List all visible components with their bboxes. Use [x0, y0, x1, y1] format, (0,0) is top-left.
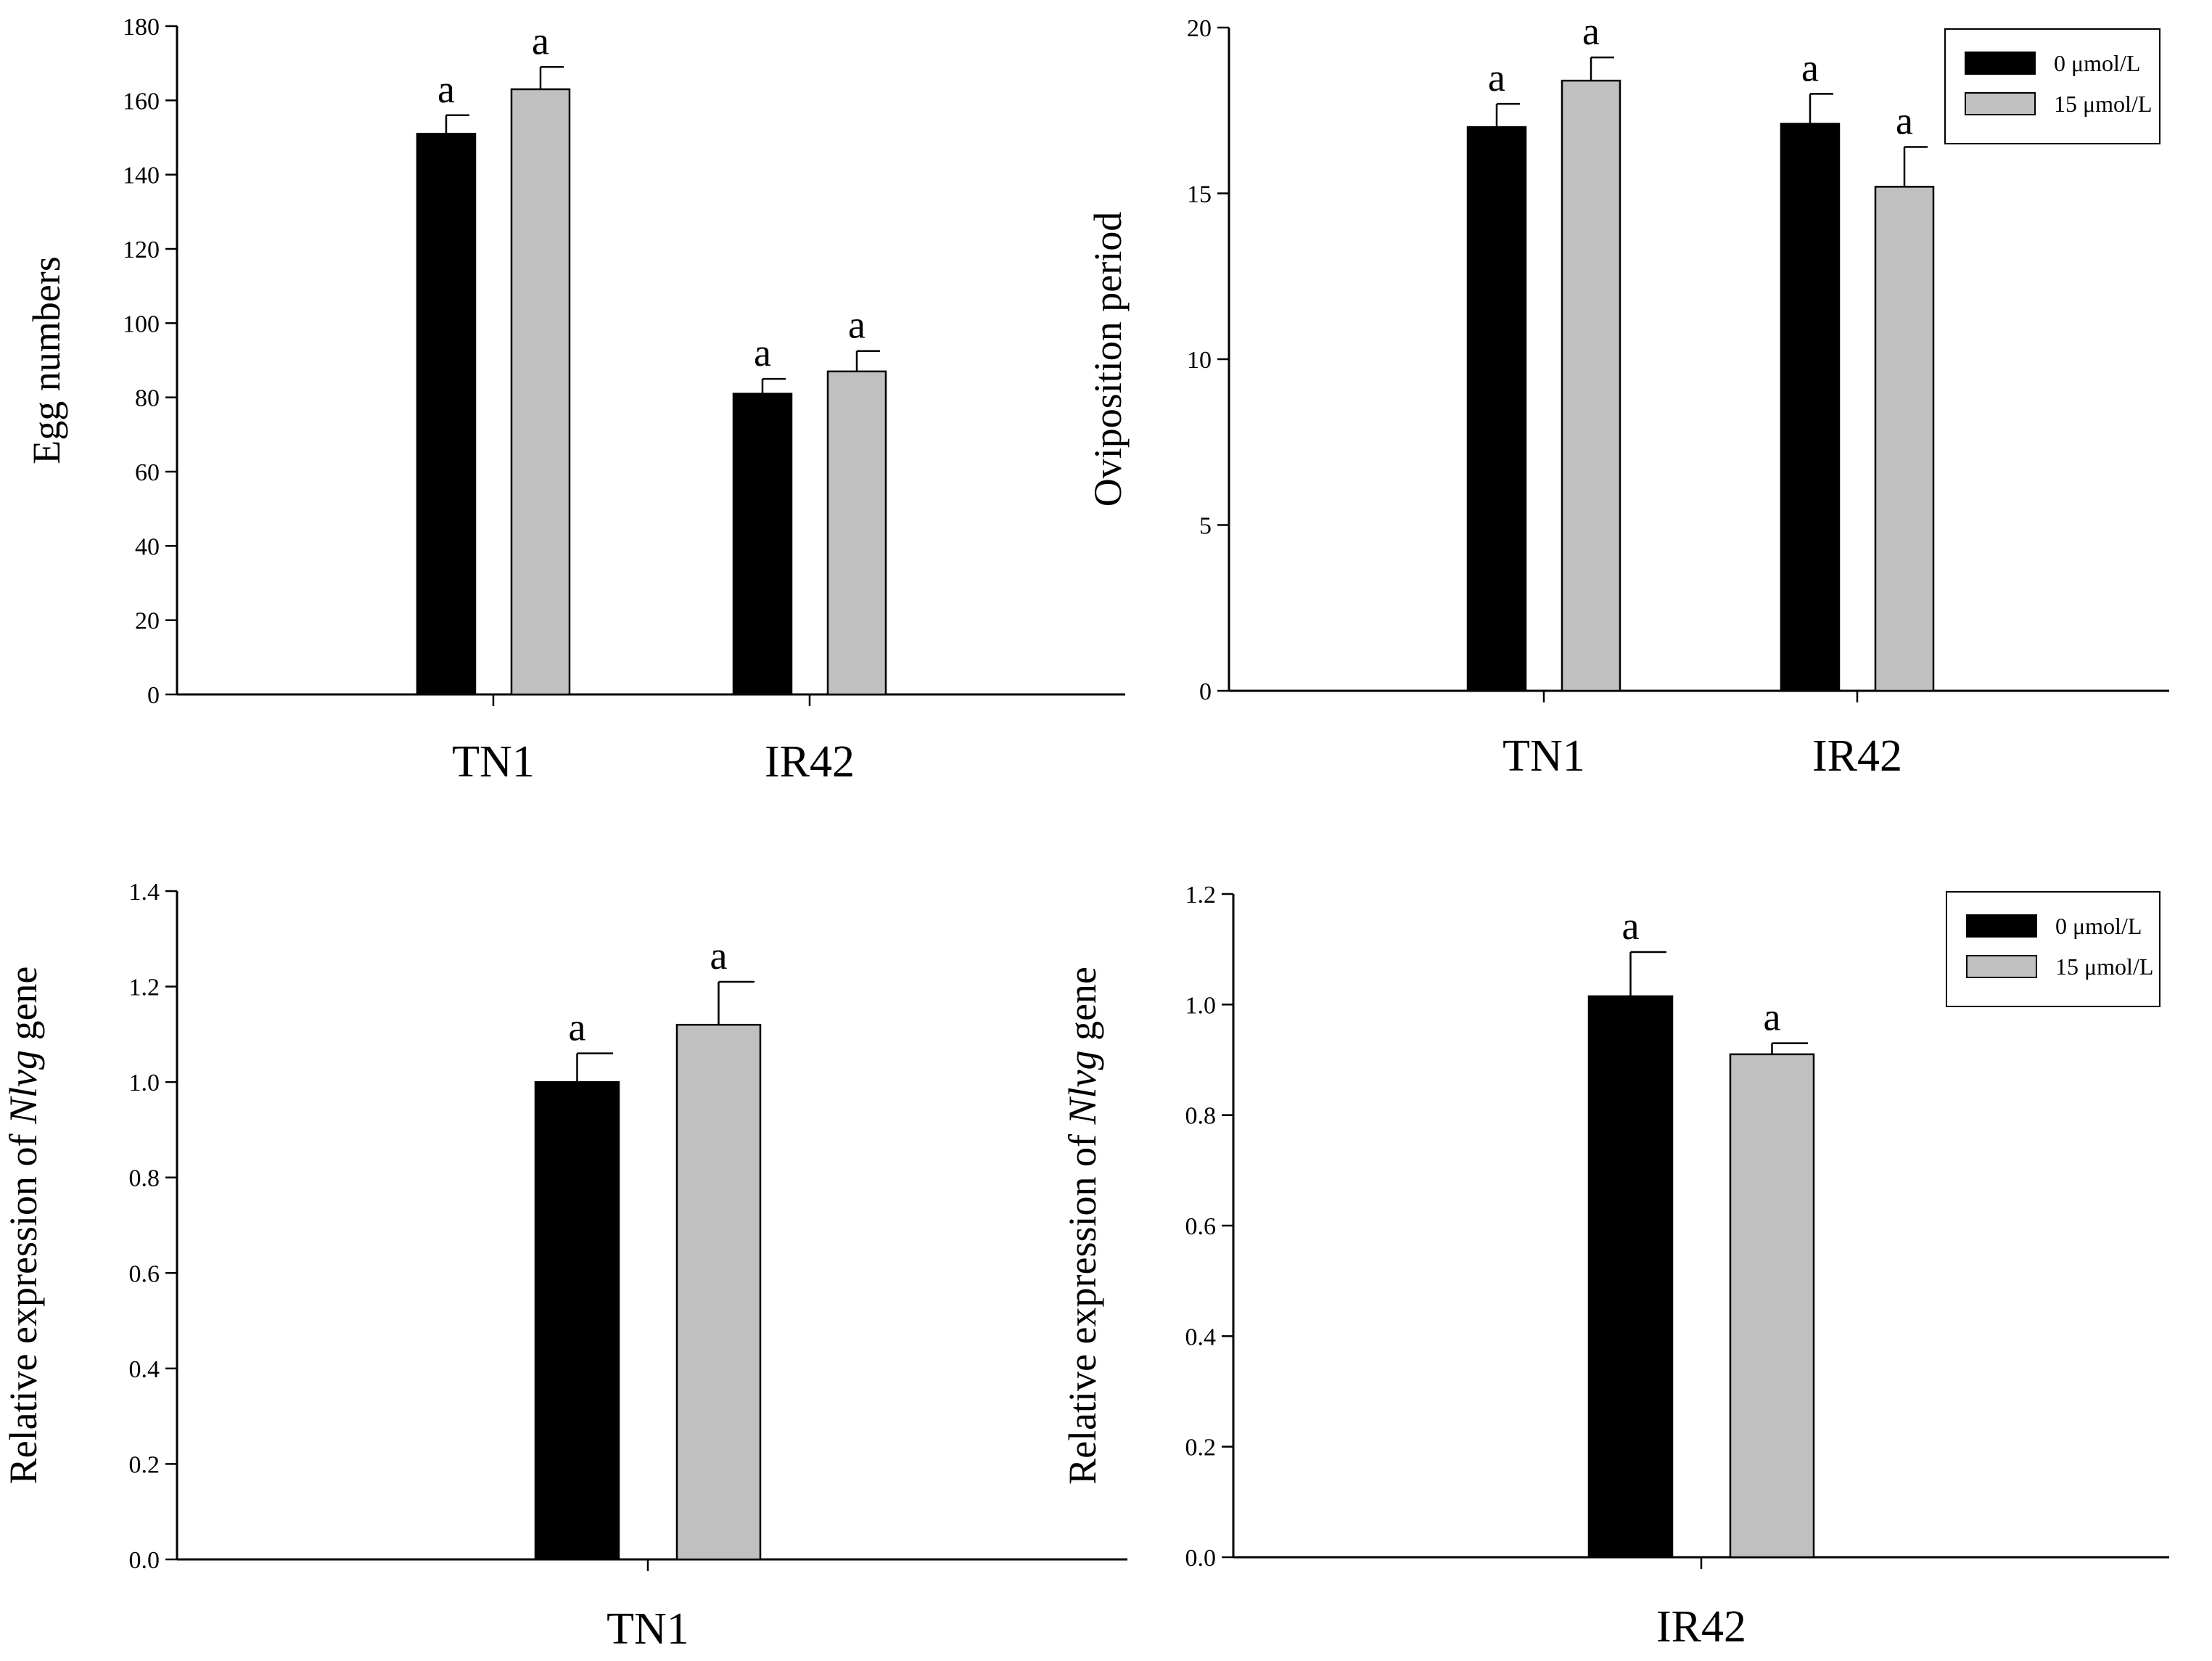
y-tick-label: 60: [135, 459, 160, 486]
y-tick-label: 0.0: [1185, 1545, 1217, 1572]
significance-label: a: [1622, 904, 1640, 948]
category-label: TN1: [1502, 731, 1585, 781]
y-axis-title-part: Nlvg: [1, 1050, 45, 1125]
y-tick-label: 1.0: [129, 1070, 160, 1096]
legend: 0 μmol/L 15 μmol/L: [1946, 891, 2160, 1007]
y-axis-title: Egg numbers: [25, 256, 68, 464]
significance-label: a: [1801, 46, 1819, 89]
y-tick-label: 40: [135, 533, 160, 560]
y-axis-title-part: Relative expression of: [1061, 1125, 1104, 1485]
y-tick-label: 0.4: [129, 1356, 160, 1383]
bar: [416, 133, 477, 696]
legend-label: 15 μmol/L: [2054, 91, 2152, 117]
y-tick-label: 1.2: [1185, 882, 1217, 909]
bar: [1874, 186, 1935, 692]
y-tick-label: 20: [135, 608, 160, 635]
y-tick-label: 0.4: [1185, 1324, 1217, 1350]
y-tick-label: 0.6: [1185, 1213, 1217, 1240]
y-tick-label: 20: [1187, 15, 1212, 42]
legend-swatch: [1965, 92, 2036, 115]
bar: [534, 1080, 620, 1561]
bar: [675, 1023, 762, 1561]
y-tick-label: 15: [1187, 181, 1212, 208]
significance-label: a: [1488, 56, 1505, 99]
bar: [1729, 1053, 1815, 1559]
y-tick-label: 1.0: [1185, 992, 1217, 1019]
significance-label: a: [754, 331, 771, 374]
bar: [1780, 123, 1841, 692]
y-tick-label: 0.2: [1185, 1435, 1217, 1461]
ir42-expression-chart: 0.0 0.2 0.4 0.6 0.8 1.0 1.2 Relative expression…: [1061, 882, 2169, 1652]
y-tick-label: 80: [135, 385, 160, 412]
bar: [1561, 79, 1621, 692]
y-axis-title-part: Nlvg: [1061, 1051, 1104, 1125]
y-tick-label: 10: [1187, 347, 1212, 374]
y-tick-label: 140: [123, 163, 160, 189]
y-tick-label: 0.0: [129, 1547, 160, 1574]
y-tick-label: 0.8: [129, 1165, 160, 1192]
y-tick-label: 5: [1199, 513, 1212, 540]
legend-swatch: [1965, 52, 2036, 75]
significance-label: a: [710, 934, 728, 977]
legend-box: [1946, 891, 2160, 1007]
y-axis-title-part: gene: [1061, 967, 1104, 1050]
bar: [732, 393, 793, 696]
significance-label: a: [1896, 99, 1913, 143]
category-label: IR42: [765, 737, 855, 787]
egg-numbers-chart: 0 20 40 60 80 100 120 140 160 180 Egg numbers TN1 a a…: [25, 14, 1125, 787]
y-axis-title: Relative expression of Nlvg gene: [1, 967, 45, 1485]
significance-label: a: [1582, 9, 1600, 53]
legend-box: [1944, 28, 2160, 144]
oviposition-period-chart: 0 5 10 15 20 Oviposition period TN1 a a IR42 a a 0 μ…: [1086, 9, 2169, 781]
y-axis-title: Oviposition period: [1086, 212, 1130, 506]
y-tick-label: 0.8: [1185, 1103, 1217, 1130]
legend-label: 0 μmol/L: [2054, 50, 2140, 76]
category-label: IR42: [1656, 1602, 1746, 1652]
y-tick-label: 180: [123, 14, 160, 41]
legend: 0 μmol/L 15 μmol/L: [1944, 28, 2160, 144]
significance-label: a: [1764, 996, 1781, 1039]
bar: [510, 88, 571, 696]
y-axis-title-part: Relative expression of: [1, 1124, 45, 1484]
y-axis-title: Relative expression of Nlvg gene: [1061, 967, 1104, 1485]
y-tick-label: 0: [147, 682, 160, 709]
tn1-expression-chart: 0.0 0.2 0.4 0.6 0.8 1.0 1.2 1.4 Relative express…: [1, 879, 1127, 1654]
category-label: IR42: [1812, 731, 1902, 781]
y-tick-label: 160: [123, 88, 160, 115]
y-tick-label: 1.4: [129, 879, 160, 906]
legend-swatch: [1966, 914, 2037, 938]
y-tick-label: 0: [1199, 678, 1212, 705]
category-label: TN1: [452, 737, 535, 787]
significance-label: a: [532, 19, 549, 62]
significance-label: a: [848, 303, 866, 347]
y-tick-label: 0.6: [129, 1260, 160, 1287]
y-tick-label: 100: [123, 311, 160, 337]
bar: [1587, 995, 1674, 1559]
y-tick-label: 1.2: [129, 975, 160, 1001]
category-label: TN1: [607, 1604, 689, 1654]
y-axis-title-part: gene: [1, 967, 45, 1050]
legend-label: 15 μmol/L: [2055, 953, 2153, 980]
y-tick-label: 120: [123, 237, 160, 263]
bar: [826, 370, 887, 696]
y-tick-label: 0.2: [129, 1451, 160, 1478]
bar: [1466, 126, 1527, 692]
significance-label: a: [569, 1006, 586, 1049]
legend-swatch: [1966, 955, 2037, 978]
legend-label: 0 μmol/L: [2055, 913, 2142, 939]
significance-label: a: [437, 67, 455, 111]
